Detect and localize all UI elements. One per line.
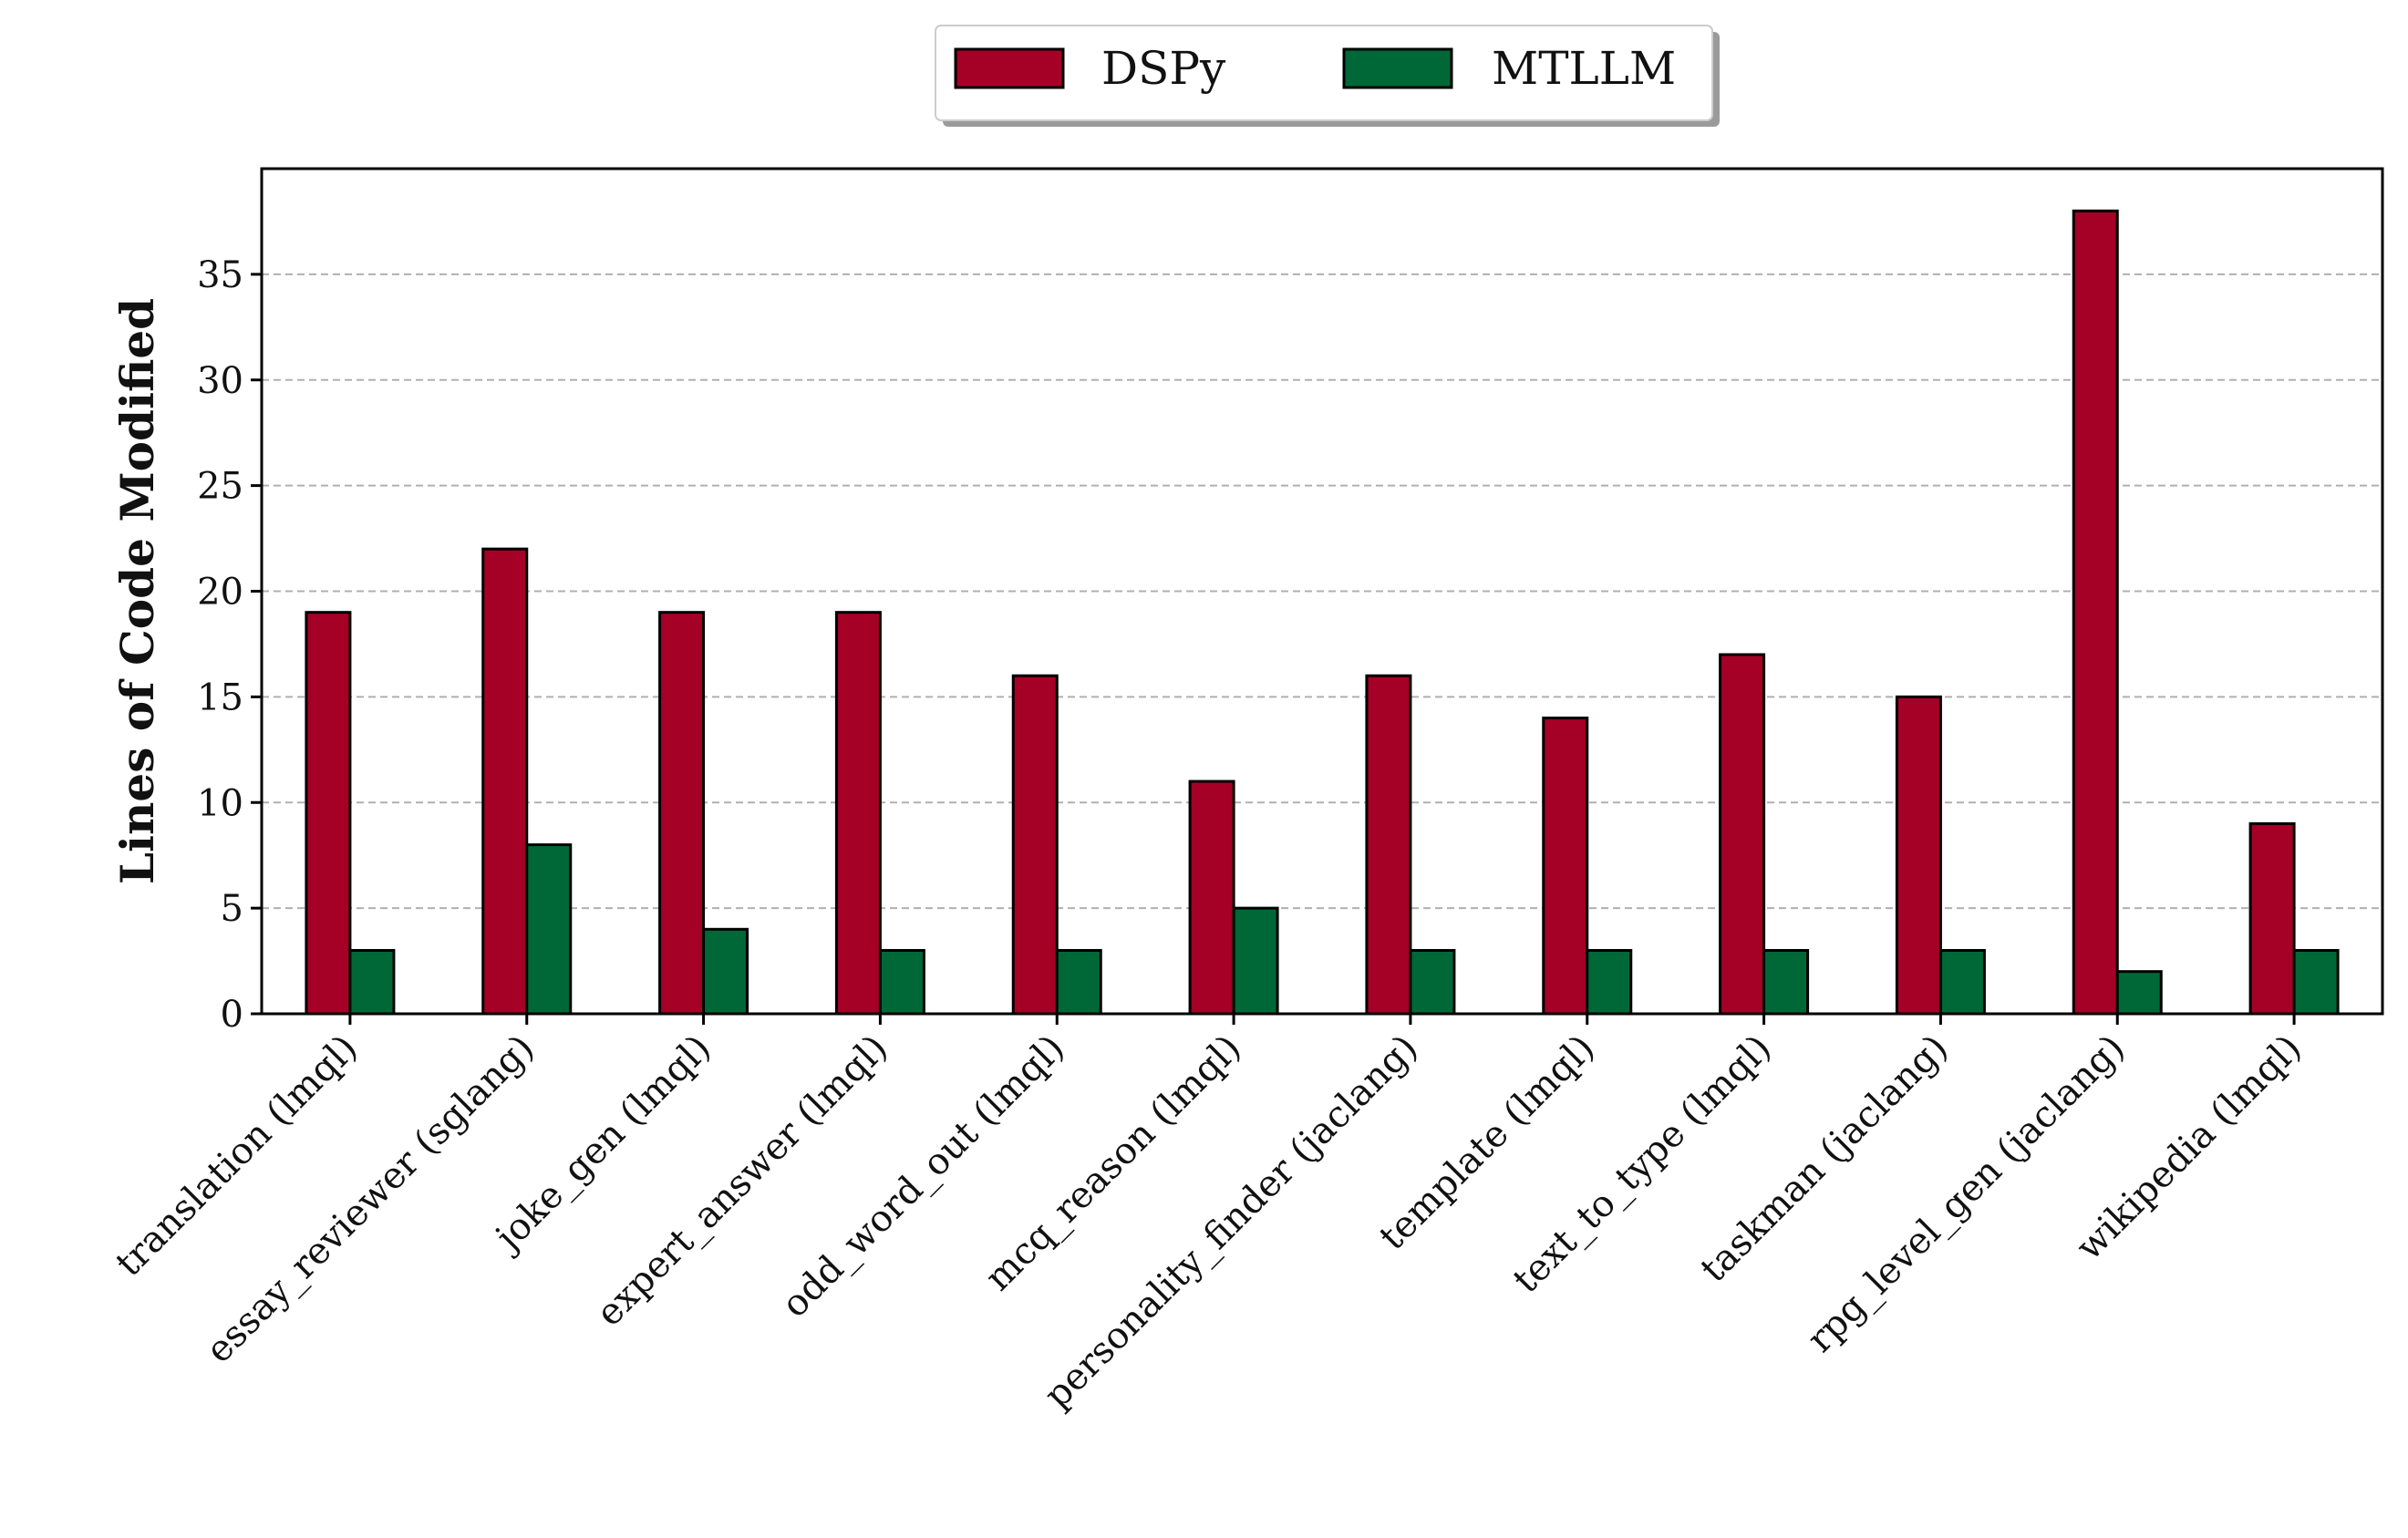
bar-dspy-7 xyxy=(1542,717,1589,1016)
legend-label-dspy: DSPy xyxy=(1101,42,1226,95)
grid xyxy=(262,273,2382,910)
bar-dspy-5 xyxy=(1188,779,1235,1016)
bar-mtllm-10 xyxy=(2115,970,2163,1016)
x-tick-label: personality_finder (jaclang) xyxy=(1037,1027,1426,1417)
legend-label-mtllm: MTLLM xyxy=(1492,42,1676,95)
x-tick-label: expert_answer (lmql) xyxy=(588,1027,895,1335)
y-axis: 0 5 10 15 20 25 30 35 xyxy=(197,254,262,1036)
bar-mtllm-1 xyxy=(525,843,573,1016)
y-tick-label: 5 xyxy=(221,888,243,930)
bar-mtllm-5 xyxy=(1232,906,1279,1016)
bar-dspy-2 xyxy=(658,611,706,1016)
bar-dspy-9 xyxy=(1895,695,1942,1016)
bar-dspy-11 xyxy=(2248,821,2296,1016)
y-tick-label: 35 xyxy=(197,254,243,296)
bar-dspy-3 xyxy=(834,611,882,1016)
y-tick-label: 20 xyxy=(197,572,243,614)
x-tick-label: odd_word_out (lmql) xyxy=(774,1027,1073,1326)
legend-swatch-mtllm xyxy=(1342,47,1453,89)
y-tick-label: 10 xyxy=(197,782,243,824)
bar-dspy-0 xyxy=(305,611,352,1016)
y-tick-label: 0 xyxy=(221,994,243,1036)
bar-mtllm-11 xyxy=(2292,948,2340,1016)
y-axis-label: Lines of Code Modified xyxy=(110,298,164,884)
bar-mtllm-9 xyxy=(1938,948,1986,1016)
legend-box xyxy=(935,25,1713,121)
x-tick-label: essay_reviewer (sglang) xyxy=(198,1027,543,1372)
bar-dspy-10 xyxy=(2072,209,2119,1016)
bar-mtllm-4 xyxy=(1055,948,1102,1016)
legend: DSPy MTLLM xyxy=(935,25,1720,127)
x-tick-label: rpg_level_gen (jaclang) xyxy=(1799,1027,2133,1361)
bar-dspy-6 xyxy=(1365,674,1412,1016)
y-tick-label: 30 xyxy=(197,360,243,402)
y-tick-label: 15 xyxy=(197,676,243,718)
bar-dspy-4 xyxy=(1011,674,1059,1016)
x-axis: translation (lmql)essay_reviewer (sglang… xyxy=(108,1014,2310,1417)
bar-mtllm-3 xyxy=(878,948,925,1016)
y-tick-label: 25 xyxy=(197,466,243,508)
bar-dspy-1 xyxy=(481,547,529,1016)
legend-swatch-dspy xyxy=(954,47,1065,89)
bars xyxy=(305,209,2340,1016)
bar-mtllm-6 xyxy=(1409,948,1456,1016)
bar-dspy-8 xyxy=(1719,653,1766,1016)
bar-mtllm-8 xyxy=(1762,948,1810,1016)
bar-mtllm-2 xyxy=(702,927,749,1016)
bar-mtllm-7 xyxy=(1586,948,1633,1016)
bar-mtllm-0 xyxy=(348,948,396,1016)
